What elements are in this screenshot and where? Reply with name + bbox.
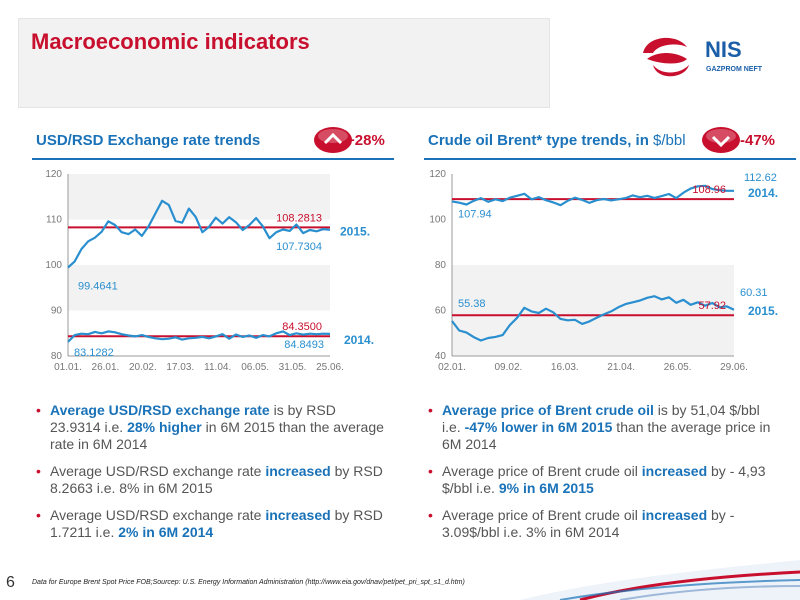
left-panel-change: +28% — [346, 132, 385, 149]
x-tick-label: 17.03. — [166, 362, 194, 373]
x-tick-label: 26.01. — [92, 362, 120, 373]
x-tick-label: 01.01. — [54, 362, 82, 373]
value-label: 112.62 — [744, 172, 777, 184]
left-bullet: Average USD/RSD exchange rate increased … — [36, 463, 386, 497]
page-number: 6 — [6, 574, 15, 591]
plot-band — [452, 310, 734, 356]
left-divider — [32, 158, 394, 160]
x-tick-label: 16.03. — [551, 362, 579, 373]
value-label: 60.31 — [740, 287, 768, 299]
plot-band — [452, 174, 734, 220]
left-bullets: Average USD/RSD exchange rate is by RSD … — [36, 402, 386, 551]
series-line — [451, 295, 735, 342]
footnote: Data for Europe Brent Spot Price FOB;Sou… — [32, 579, 465, 586]
nis-logo-icon: NIS GAZPROM NEFT — [643, 37, 763, 77]
value-label: 83.1282 — [74, 347, 114, 359]
x-tick-label: 29.06. — [720, 362, 748, 373]
right-bullets: Average price of Brent crude oil is by 5… — [428, 402, 778, 551]
right-panel-change: -47% — [740, 132, 776, 149]
y-tick-label: 120 — [429, 169, 446, 180]
plot-band — [68, 174, 330, 220]
page-title: Macroeconomic indicators — [31, 29, 310, 54]
x-tick-label: 25.06. — [316, 362, 344, 373]
y-tick-label: 80 — [51, 351, 63, 362]
right-bullet: Average price of Brent crude oil is by 5… — [428, 402, 778, 453]
x-tick-label: 09.02. — [494, 362, 522, 373]
series-label: 2015. — [748, 304, 778, 318]
left-bullet: Average USD/RSD exchange rate increased … — [36, 507, 386, 541]
average-label: 84.3500 — [282, 321, 322, 333]
plot-band — [68, 265, 330, 311]
series-label: 2014. — [344, 333, 374, 347]
x-tick-label: 26.05. — [664, 362, 692, 373]
right-bullet: Average price of Brent crude oil increas… — [428, 507, 778, 541]
average-label: 57.92 — [698, 300, 726, 312]
value-label: 55.38 — [458, 298, 486, 310]
chevron-up-icon — [314, 127, 352, 153]
value-label: 84.8493 — [284, 339, 324, 351]
series-label: 2015. — [340, 224, 370, 238]
y-tick-label: 90 — [51, 306, 63, 317]
right-divider — [424, 158, 796, 160]
y-tick-label: 110 — [46, 215, 62, 226]
y-tick-label: 40 — [435, 351, 447, 362]
average-label: 108.96 — [692, 184, 726, 196]
right-bullet: Average price of Brent crude oil increas… — [428, 463, 778, 497]
usd-rsd-chart: 80 90 100 110 120 01.01. 26.01. 20.02. 17.03. 11.… — [45, 169, 374, 373]
footnote-link[interactable]: http://www.eia.gov/dnav/pet/pet_pri_spt_… — [307, 579, 463, 586]
value-label: 107.7304 — [276, 241, 322, 253]
left-panel-heading: USD/RSD Exchange rate trends — [36, 132, 261, 149]
y-tick-label: 100 — [45, 260, 62, 271]
x-tick-label: 20.02. — [129, 362, 157, 373]
average-label: 108.2813 — [276, 212, 322, 224]
right-panel-heading: Crude oil Brent* type trends, in $/bbl — [428, 132, 686, 149]
left-panel-head: USD/RSD Exchange rate trends +28% — [32, 126, 392, 156]
title-box: Macroeconomic indicators — [18, 18, 550, 108]
series-line — [67, 199, 331, 269]
value-label: 99.4641 — [78, 280, 118, 292]
y-tick-label: 100 — [429, 215, 446, 226]
chevron-down-icon — [702, 127, 740, 153]
x-tick-label: 06.05. — [241, 362, 269, 373]
x-tick-label: 21.04. — [607, 362, 635, 373]
value-label: 107.94 — [458, 208, 492, 220]
y-tick-label: 60 — [435, 306, 447, 317]
right-panel-head: Crude oil Brent* type trends, in $/bbl -… — [424, 126, 794, 156]
brent-chart: 40 60 80 100 120 02.01. 09.02. 16.03. 21.04. 26.0… — [429, 169, 778, 373]
right-panel-heading-unit: $/bbl — [653, 132, 686, 149]
x-tick-label: 31.05. — [279, 362, 307, 373]
logo-subtext: GAZPROM NEFT — [706, 66, 763, 73]
series-line — [451, 184, 734, 207]
plot-band — [452, 219, 734, 265]
y-tick-label: 80 — [435, 260, 447, 271]
x-tick-label: 11.04. — [204, 362, 231, 373]
logo-text: NIS — [705, 37, 742, 62]
x-tick-label: 02.01. — [438, 362, 466, 373]
y-tick-label: 120 — [45, 169, 62, 180]
series-line — [67, 330, 331, 343]
left-bullet: Average USD/RSD exchange rate is by RSD … — [36, 402, 386, 453]
series-label: 2014. — [748, 186, 778, 200]
decorative-swoosh — [520, 560, 800, 600]
